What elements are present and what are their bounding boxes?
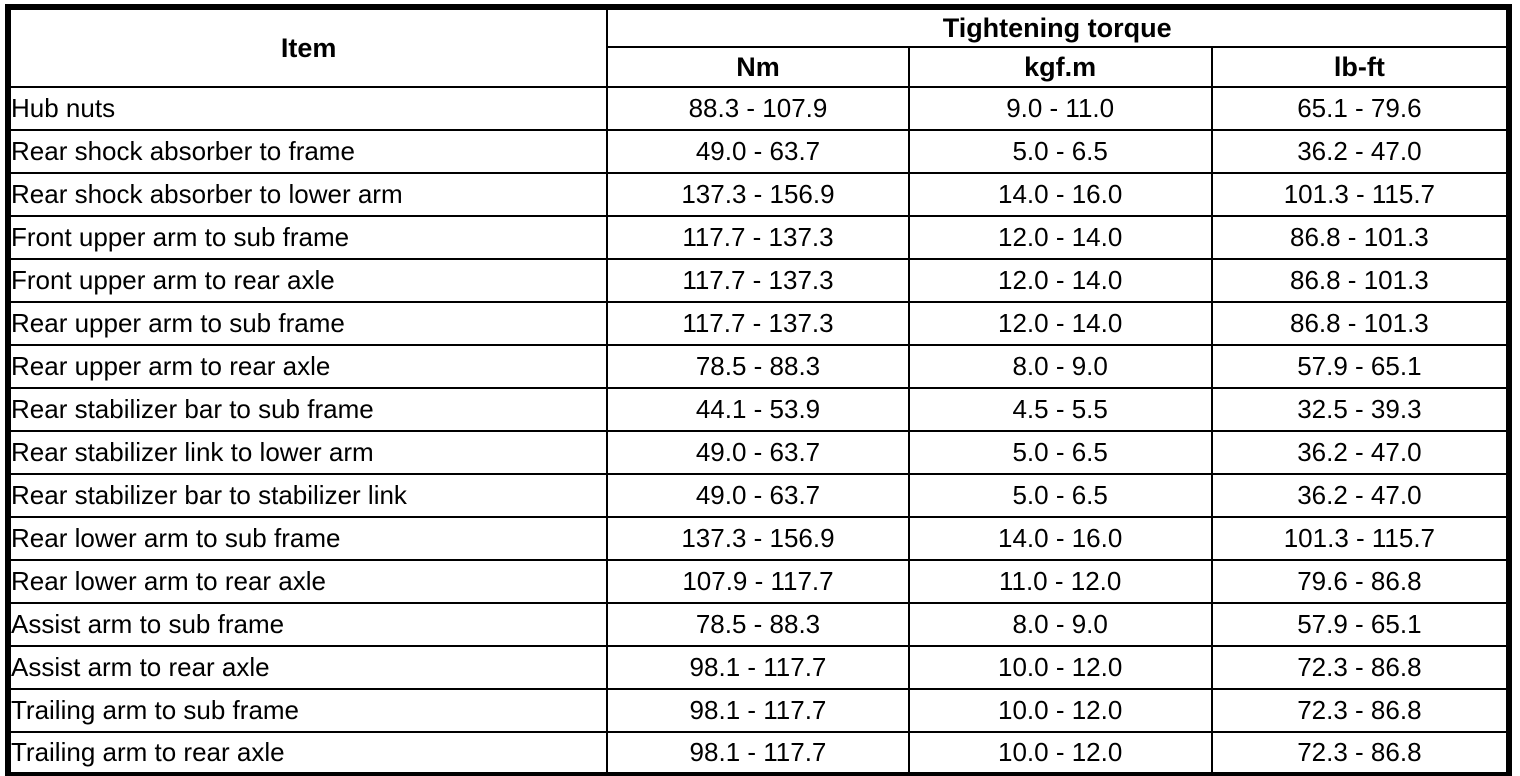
- table-row: Trailing arm to sub frame 98.1 - 117.7 1…: [6, 688, 1511, 733]
- item-cell: Rear lower arm to sub frame: [6, 516, 609, 561]
- nm-cell: 117.7 - 137.3: [606, 258, 910, 303]
- table-row: Front upper arm to rear axle 117.7 - 137…: [6, 258, 1511, 303]
- nm-cell: 78.5 - 88.3: [606, 344, 910, 389]
- lbft-cell: 101.3 - 115.7: [1210, 516, 1511, 561]
- item-cell: Front upper arm to rear axle: [6, 258, 609, 303]
- kgfm-cell: 4.5 - 5.5: [907, 387, 1213, 432]
- lbft-cell: 36.2 - 47.0: [1210, 430, 1511, 475]
- kgfm-cell: 10.0 - 12.0: [907, 645, 1213, 690]
- nm-cell: 117.7 - 137.3: [606, 301, 910, 346]
- lbft-cell: 86.8 - 101.3: [1210, 301, 1511, 346]
- table-row: Rear upper arm to rear axle 78.5 - 88.3 …: [6, 344, 1511, 389]
- item-cell: Rear lower arm to rear axle: [6, 559, 609, 604]
- nm-cell: 98.1 - 117.7: [606, 645, 910, 690]
- item-cell: Trailing arm to rear axle: [6, 731, 609, 776]
- nm-cell: 98.1 - 117.7: [606, 688, 910, 733]
- item-cell: Rear shock absorber to frame: [6, 129, 609, 174]
- table-row: Rear stabilizer link to lower arm 49.0 -…: [6, 430, 1511, 475]
- kgfm-cell: 8.0 - 9.0: [907, 602, 1213, 647]
- table-row: Rear shock absorber to lower arm 137.3 -…: [6, 172, 1511, 217]
- lbft-cell: 72.3 - 86.8: [1210, 645, 1511, 690]
- table-row: Rear stabilizer bar to stabilizer link 4…: [6, 473, 1511, 518]
- item-cell: Rear upper arm to rear axle: [6, 344, 609, 389]
- kgfm-cell: 10.0 - 12.0: [907, 688, 1213, 733]
- tightening-torque-table: Item Tightening torque Nm kgf.m lb-ft Hu…: [5, 4, 1512, 776]
- kgfm-cell: 5.0 - 6.5: [907, 473, 1213, 518]
- column-header-lbft: lb-ft: [1210, 46, 1511, 88]
- nm-cell: 44.1 - 53.9: [606, 387, 910, 432]
- nm-cell: 137.3 - 156.9: [606, 516, 910, 561]
- item-cell: Rear stabilizer bar to stabilizer link: [6, 473, 609, 518]
- nm-cell: 78.5 - 88.3: [606, 602, 910, 647]
- table-row: Hub nuts 88.3 - 107.9 9.0 - 11.0 65.1 - …: [6, 86, 1511, 131]
- item-cell: Hub nuts: [6, 86, 609, 131]
- nm-cell: 98.1 - 117.7: [606, 731, 910, 776]
- nm-cell: 107.9 - 117.7: [606, 559, 910, 604]
- kgfm-cell: 12.0 - 14.0: [907, 258, 1213, 303]
- table-row: Front upper arm to sub frame 117.7 - 137…: [6, 215, 1511, 260]
- item-cell: Rear upper arm to sub frame: [6, 301, 609, 346]
- table-row: Rear shock absorber to frame 49.0 - 63.7…: [6, 129, 1511, 174]
- lbft-cell: 36.2 - 47.0: [1210, 473, 1511, 518]
- table-row: Rear lower arm to rear axle 107.9 - 117.…: [6, 559, 1511, 604]
- item-cell: Rear shock absorber to lower arm: [6, 172, 609, 217]
- item-cell: Trailing arm to sub frame: [6, 688, 609, 733]
- lbft-cell: 65.1 - 79.6: [1210, 86, 1511, 131]
- item-cell: Assist arm to rear axle: [6, 645, 609, 690]
- column-header-nm: Nm: [606, 46, 910, 88]
- lbft-cell: 57.9 - 65.1: [1210, 344, 1511, 389]
- item-cell: Rear stabilizer link to lower arm: [6, 430, 609, 475]
- item-cell: Rear stabilizer bar to sub frame: [6, 387, 609, 432]
- lbft-cell: 32.5 - 39.3: [1210, 387, 1511, 432]
- kgfm-cell: 5.0 - 6.5: [907, 430, 1213, 475]
- lbft-cell: 57.9 - 65.1: [1210, 602, 1511, 647]
- nm-cell: 137.3 - 156.9: [606, 172, 910, 217]
- header-row-group: Item Tightening torque: [6, 6, 1510, 88]
- table-row: Trailing arm to rear axle 98.1 - 117.7 1…: [6, 731, 1511, 776]
- lbft-cell: 72.3 - 86.8: [1210, 731, 1511, 776]
- nm-cell: 117.7 - 137.3: [606, 215, 910, 260]
- kgfm-cell: 14.0 - 16.0: [907, 516, 1213, 561]
- table-row: Rear upper arm to sub frame 117.7 - 137.…: [6, 301, 1511, 346]
- header-row-units: Nm kgf.m lb-ft: [8, 46, 1511, 88]
- lbft-cell: 86.8 - 101.3: [1210, 258, 1511, 303]
- lbft-cell: 101.3 - 115.7: [1210, 172, 1511, 217]
- nm-cell: 49.0 - 63.7: [606, 129, 910, 174]
- kgfm-cell: 5.0 - 6.5: [907, 129, 1213, 174]
- table-row: Rear lower arm to sub frame 137.3 - 156.…: [6, 516, 1511, 561]
- nm-cell: 88.3 - 107.9: [606, 86, 910, 131]
- lbft-cell: 86.8 - 101.3: [1210, 215, 1511, 260]
- nm-cell: 49.0 - 63.7: [606, 430, 910, 475]
- table-row: Assist arm to rear axle 98.1 - 117.7 10.…: [6, 645, 1511, 690]
- lbft-cell: 79.6 - 86.8: [1210, 559, 1511, 604]
- kgfm-cell: 9.0 - 11.0: [907, 86, 1213, 131]
- item-cell: Assist arm to sub frame: [6, 602, 609, 647]
- lbft-cell: 72.3 - 86.8: [1210, 688, 1511, 733]
- lbft-cell: 36.2 - 47.0: [1210, 129, 1511, 174]
- column-header-kgfm: kgf.m: [907, 46, 1213, 88]
- kgfm-cell: 11.0 - 12.0: [907, 559, 1213, 604]
- kgfm-cell: 10.0 - 12.0: [907, 731, 1213, 776]
- table-row: Rear stabilizer bar to sub frame 44.1 - …: [6, 387, 1511, 432]
- kgfm-cell: 14.0 - 16.0: [907, 172, 1213, 217]
- column-header-item: Item: [6, 6, 609, 88]
- kgfm-cell: 12.0 - 14.0: [907, 215, 1213, 260]
- item-cell: Front upper arm to sub frame: [6, 215, 609, 260]
- kgfm-cell: 12.0 - 14.0: [907, 301, 1213, 346]
- nm-cell: 49.0 - 63.7: [606, 473, 910, 518]
- column-header-tightening-torque: Tightening torque: [606, 6, 1510, 48]
- table-row: Assist arm to sub frame 78.5 - 88.3 8.0 …: [6, 602, 1511, 647]
- kgfm-cell: 8.0 - 9.0: [907, 344, 1213, 389]
